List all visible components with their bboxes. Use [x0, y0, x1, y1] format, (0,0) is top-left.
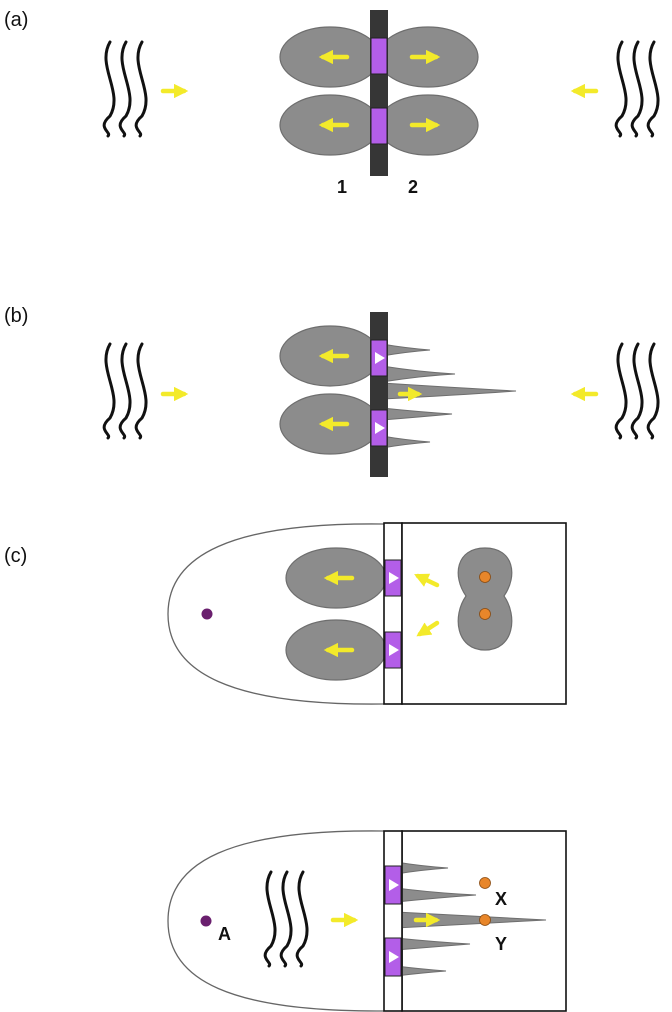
side-label-1: 1	[337, 177, 347, 197]
protrusion-b-2	[381, 365, 456, 383]
wave-right-a	[614, 40, 660, 138]
boundary-strip-c-bottom	[383, 830, 403, 1012]
wave-right-b	[614, 342, 660, 440]
nucleus-orange-upper	[479, 571, 491, 583]
panel-label-c: (c)	[4, 545, 27, 567]
triangle-icon	[389, 951, 399, 963]
panel-c-top: (c)	[4, 522, 567, 705]
anterior-outline-bottom	[167, 830, 385, 1012]
panel-label-b: (b)	[4, 305, 28, 327]
boundary-band-b	[370, 312, 388, 477]
triangle-icon	[389, 879, 399, 891]
panel-label-a: (a)	[4, 9, 28, 31]
wave-left-a	[102, 40, 148, 138]
triangle-icon	[389, 644, 399, 656]
protrusion-c-2	[395, 887, 477, 903]
panel-b: (b)	[4, 305, 660, 477]
protrusion-b-5	[381, 435, 431, 449]
anterior-outline-top	[167, 523, 385, 705]
junction-top-a	[370, 37, 388, 75]
protrusion-b-1	[381, 343, 431, 357]
label-a: A	[218, 924, 231, 944]
protrusion-c-1	[395, 861, 449, 875]
protrusion-c-4	[395, 937, 471, 951]
protrusion-c-5	[395, 965, 447, 977]
nucleus-orange-lower	[479, 608, 491, 620]
triangle-icon	[375, 422, 385, 434]
arrow-diagonal-lower-c	[416, 620, 440, 637]
label-x: X	[495, 889, 507, 909]
boundary-band-a	[370, 10, 388, 176]
boundary-strip-c-top	[383, 522, 403, 705]
protrusion-b-4	[381, 407, 453, 421]
side-label-2: 2	[408, 177, 418, 197]
protrusion-b-3	[381, 382, 517, 400]
wave-left-b	[102, 342, 148, 440]
arrow-diagonal-upper-c	[414, 573, 440, 588]
wave-c-bottom	[263, 870, 309, 968]
nucleus-orange-y	[479, 914, 491, 926]
triangle-icon	[389, 572, 399, 584]
panel-c-bottom: A X Y	[167, 830, 567, 1012]
nucleus-purple-bottom	[200, 915, 212, 927]
triangle-icon	[375, 352, 385, 364]
label-y: Y	[495, 934, 507, 954]
nucleus-orange-x	[479, 877, 491, 889]
dividing-cell	[457, 547, 513, 651]
nucleus-purple-top	[201, 608, 213, 620]
panel-a: (a) 1 2	[4, 9, 660, 197]
junction-bottom-a	[370, 107, 388, 145]
